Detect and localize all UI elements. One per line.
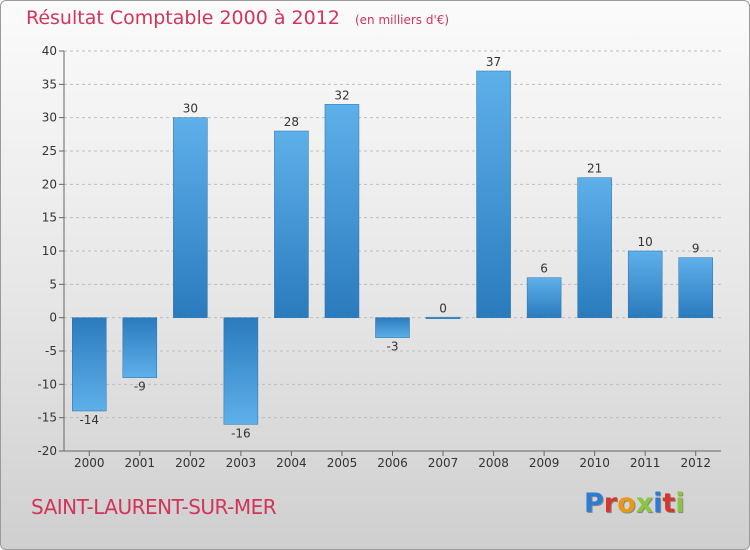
y-tick-label: 40 bbox=[42, 44, 57, 58]
x-tick-label: 2010 bbox=[579, 456, 610, 470]
bar-2000 bbox=[72, 317, 107, 412]
chart-subtitle: (en milliers d'€) bbox=[354, 13, 450, 27]
x-tick-label: 2004 bbox=[276, 456, 307, 470]
bar-2003 bbox=[223, 317, 259, 425]
x-tick-label: 2011 bbox=[630, 456, 661, 470]
y-tick-label: 35 bbox=[42, 77, 57, 91]
value-label-2004: 28 bbox=[284, 115, 299, 129]
axis-layer: -20 -15 -10 -5 0 5 10 15 20 25 30 35 40 2000 2001 2002 2… bbox=[37, 44, 721, 470]
value-label-2011: 10 bbox=[638, 235, 653, 249]
x-tick-label: 2000 bbox=[74, 456, 105, 470]
bar-2006 bbox=[375, 317, 410, 338]
logo-letter: P bbox=[584, 488, 604, 519]
logo-letter: r bbox=[603, 488, 618, 519]
x-tick-label: 2002 bbox=[175, 456, 206, 470]
value-label-2007: 0 bbox=[439, 302, 447, 316]
bar-2005 bbox=[324, 104, 360, 318]
bar-2007 bbox=[425, 316, 461, 319]
value-label-2005: 32 bbox=[334, 88, 349, 102]
value-label-2012: 9 bbox=[692, 242, 700, 256]
x-tick-label: 2012 bbox=[680, 456, 711, 470]
x-tick-label: 2007 bbox=[428, 456, 459, 470]
value-label-2003: -16 bbox=[231, 426, 251, 440]
bar-layer bbox=[72, 70, 713, 425]
label-layer: -14 -9 30 -16 28 32 -3 0 37 6 21 10 9 bbox=[79, 55, 699, 440]
bar-2004 bbox=[274, 130, 309, 318]
bar-2009 bbox=[526, 277, 562, 318]
y-tick-label: -15 bbox=[37, 411, 57, 425]
x-tick-label: 2005 bbox=[327, 456, 358, 470]
town-name: SAINT-LAURENT-SUR-MER bbox=[31, 495, 277, 519]
grid-layer bbox=[64, 50, 721, 452]
logo-letter: x bbox=[635, 488, 654, 519]
logo-letter: o bbox=[617, 488, 636, 519]
logo-letter: i bbox=[675, 488, 685, 519]
x-tick-label: 2008 bbox=[478, 456, 509, 470]
x-tick-label: 2003 bbox=[226, 456, 257, 470]
bar-2012 bbox=[678, 257, 713, 318]
bar-2001 bbox=[122, 317, 158, 378]
proxiti-logo[interactable]: Proxiti bbox=[584, 488, 685, 519]
y-tick-label: -20 bbox=[37, 444, 57, 458]
title-row: Résultat Comptable 2000 à 2012 (en milli… bbox=[26, 7, 449, 29]
value-label-2000: -14 bbox=[79, 413, 99, 427]
value-label-2010: 21 bbox=[587, 162, 602, 176]
y-tick-label: -5 bbox=[45, 344, 57, 358]
y-tick-label: -10 bbox=[37, 377, 57, 391]
y-tick-label: 30 bbox=[42, 111, 57, 125]
logo-letter: i bbox=[653, 488, 663, 519]
y-tick-label: 25 bbox=[42, 144, 57, 158]
y-tick-label: 10 bbox=[42, 244, 57, 258]
value-label-2001: -9 bbox=[134, 380, 146, 394]
bar-2002 bbox=[173, 117, 208, 318]
value-label-2002: 30 bbox=[183, 102, 198, 116]
y-tick-label: 0 bbox=[49, 311, 57, 325]
x-tick-label: 2009 bbox=[529, 456, 560, 470]
y-tick-label: 15 bbox=[42, 211, 57, 225]
value-label-2009: 6 bbox=[540, 262, 548, 276]
value-label-2006: -3 bbox=[387, 340, 399, 354]
y-tick-label: 5 bbox=[49, 277, 57, 291]
logo-letter: t bbox=[662, 488, 676, 519]
x-tick-label: 2006 bbox=[377, 456, 408, 470]
chart-title: Résultat Comptable 2000 à 2012 bbox=[26, 7, 340, 29]
x-tick-label: 2001 bbox=[125, 456, 156, 470]
y-tick-label: 20 bbox=[42, 177, 57, 191]
value-label-2008: 37 bbox=[486, 55, 501, 69]
bar-2010 bbox=[577, 177, 612, 318]
bar-2011 bbox=[627, 250, 663, 318]
bar-2008 bbox=[476, 70, 511, 318]
